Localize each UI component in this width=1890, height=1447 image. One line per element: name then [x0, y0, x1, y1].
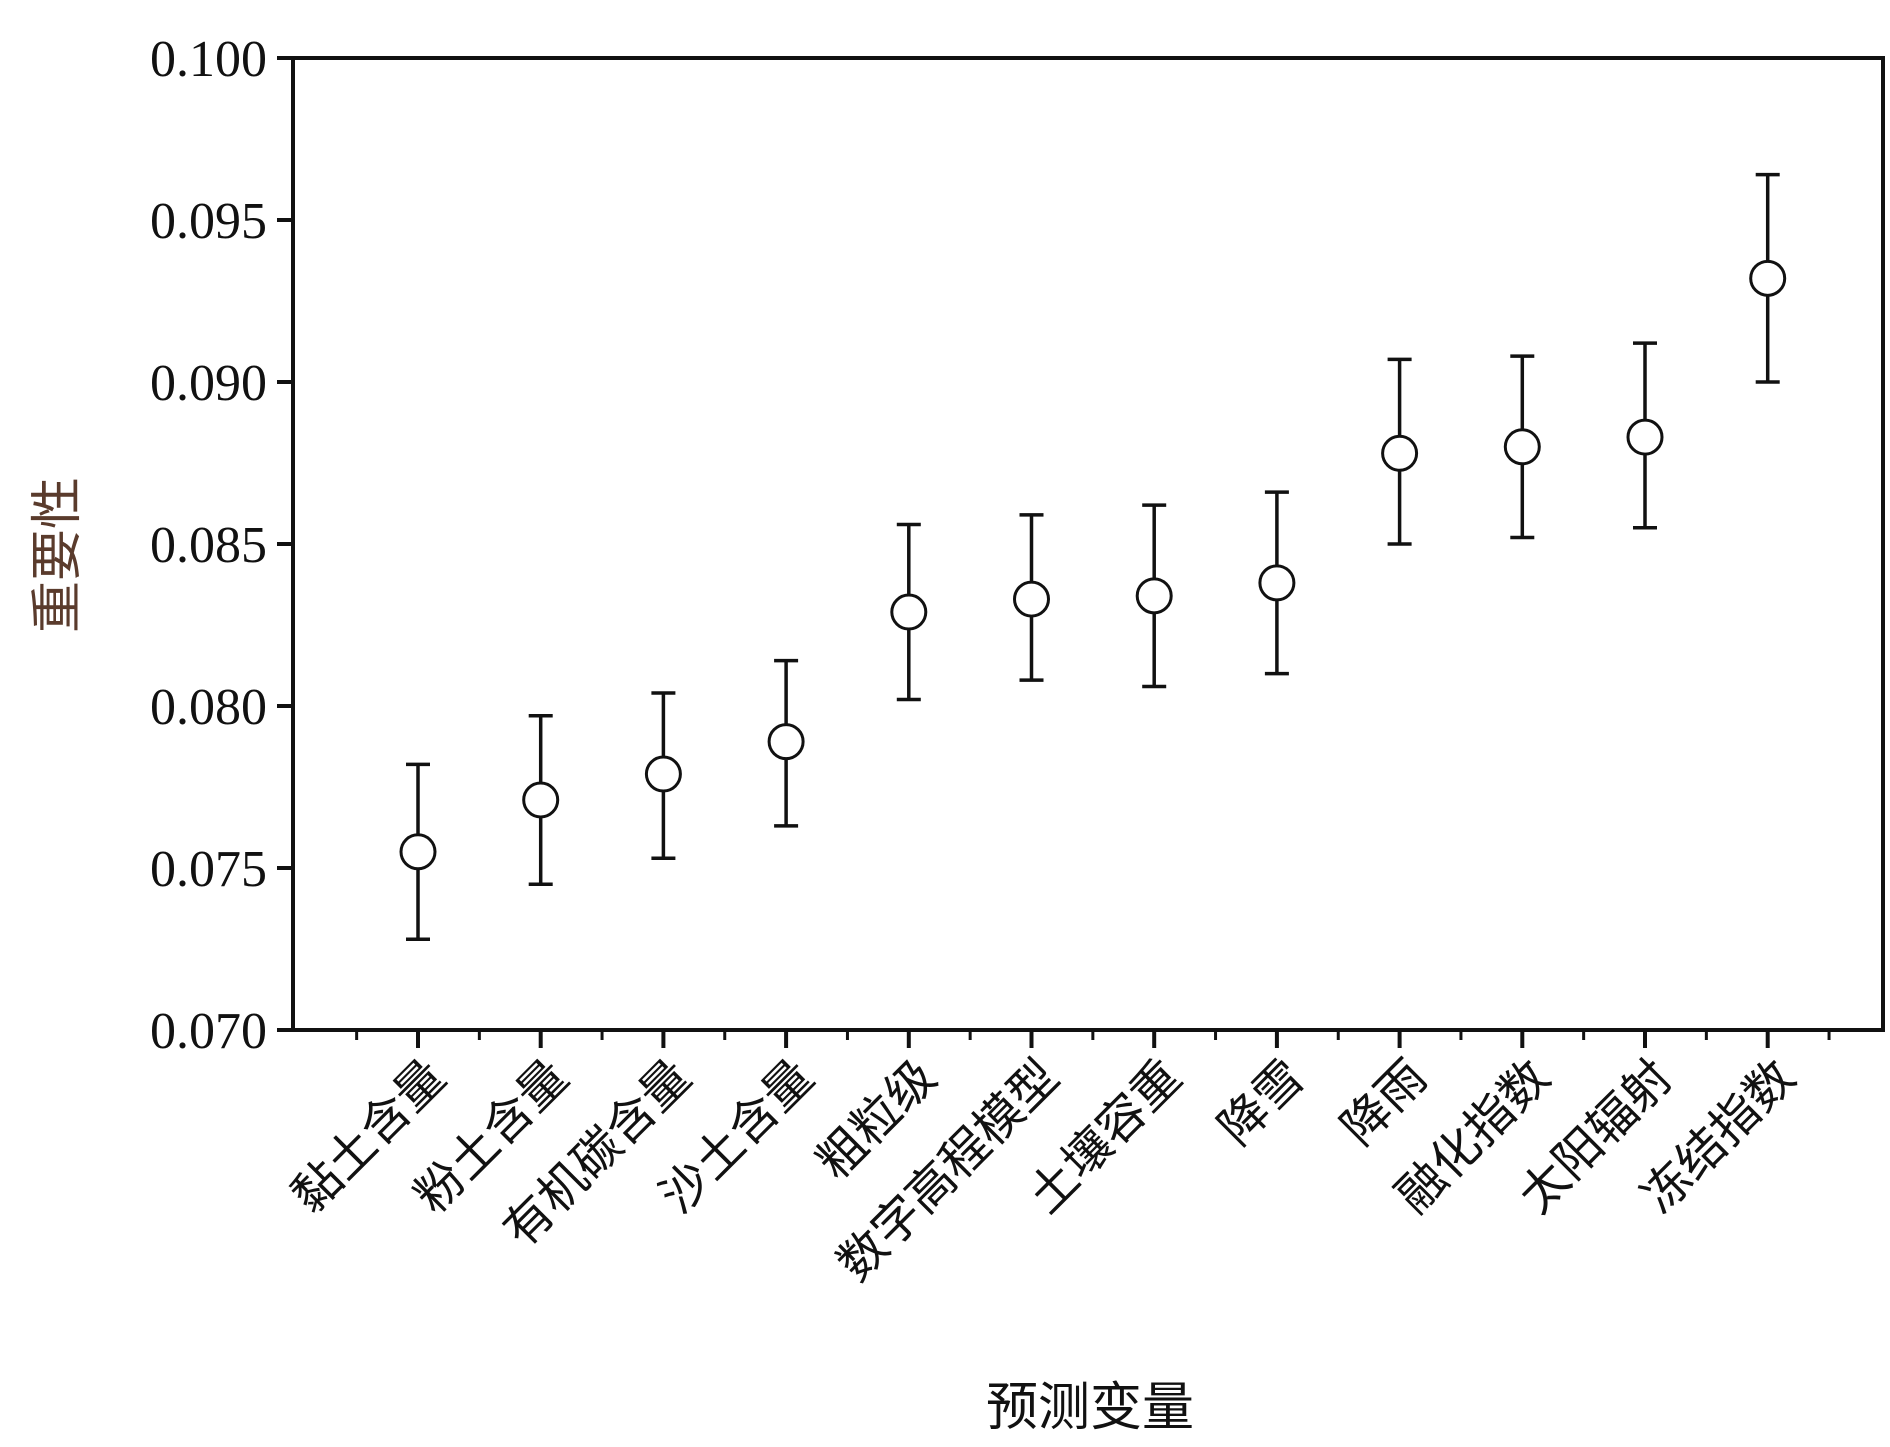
data-point — [522, 781, 560, 819]
x-axis-title: 预测变量 — [986, 1378, 1194, 1438]
data-point — [644, 755, 682, 793]
data-point — [1258, 564, 1296, 602]
y-tick-label: 0.075 — [150, 841, 267, 898]
y-tick-label: 0.090 — [150, 355, 267, 412]
data-series — [399, 172, 1787, 942]
y-tick-label: 0.070 — [150, 1003, 267, 1060]
data-point — [1135, 577, 1173, 615]
y-tick-label: 0.100 — [150, 31, 267, 88]
data-point — [767, 723, 805, 761]
y-tick-label: 0.080 — [150, 679, 267, 736]
data-point — [1749, 259, 1787, 297]
y-axis-title: 重要性 — [28, 477, 88, 633]
data-point — [1013, 580, 1050, 618]
data-point — [1381, 434, 1419, 472]
data-point — [1503, 428, 1541, 466]
x-tick-label: 降雨 — [1331, 1049, 1438, 1156]
x-tick-label: 降雪 — [1208, 1049, 1315, 1156]
data-point — [890, 593, 928, 631]
y-axis: 0.070 0.075 0.080 0.085 0.090 0.095 0.100 — [150, 31, 293, 1060]
y-tick-label: 0.085 — [150, 517, 267, 574]
data-point — [399, 833, 437, 871]
data-point — [1626, 418, 1664, 456]
y-tick-label: 0.095 — [150, 193, 267, 250]
